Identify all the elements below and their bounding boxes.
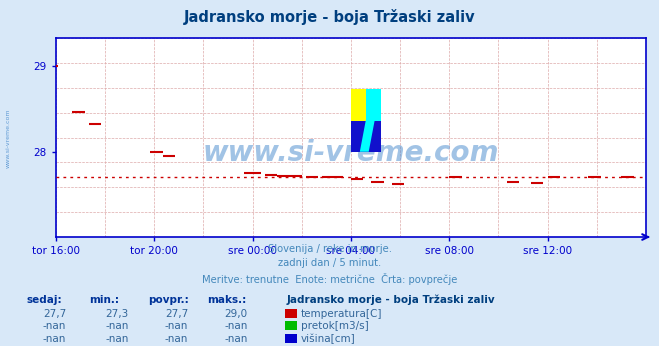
- Text: Jadransko morje - boja Tržaski zaliv: Jadransko morje - boja Tržaski zaliv: [287, 295, 496, 305]
- Text: -nan: -nan: [43, 321, 66, 331]
- Text: -nan: -nan: [224, 321, 247, 331]
- Polygon shape: [360, 90, 381, 152]
- Text: -nan: -nan: [105, 334, 129, 344]
- Text: Jadransko morje - boja Tržaski zaliv: Jadransko morje - boja Tržaski zaliv: [184, 9, 475, 25]
- Text: sedaj:: sedaj:: [26, 295, 62, 305]
- Text: maks.:: maks.:: [208, 295, 247, 305]
- Text: min.:: min.:: [89, 295, 119, 305]
- Text: www.si-vreme.com: www.si-vreme.com: [203, 139, 499, 167]
- Text: pretok[m3/s]: pretok[m3/s]: [301, 321, 369, 331]
- Text: -nan: -nan: [105, 321, 129, 331]
- Text: -nan: -nan: [43, 334, 66, 344]
- Text: 29,0: 29,0: [224, 309, 247, 319]
- Bar: [351, 90, 366, 121]
- Text: zadnji dan / 5 minut.: zadnji dan / 5 minut.: [278, 258, 381, 268]
- Text: www.si-vreme.com: www.si-vreme.com: [5, 109, 11, 168]
- Text: -nan: -nan: [165, 334, 188, 344]
- Text: -nan: -nan: [224, 334, 247, 344]
- Text: temperatura[C]: temperatura[C]: [301, 309, 383, 319]
- Text: 27,3: 27,3: [105, 309, 129, 319]
- Text: 27,7: 27,7: [43, 309, 66, 319]
- Text: -nan: -nan: [165, 321, 188, 331]
- Bar: [351, 121, 381, 152]
- Text: višina[cm]: višina[cm]: [301, 334, 356, 344]
- Text: 27,7: 27,7: [165, 309, 188, 319]
- Bar: [366, 90, 381, 121]
- Text: povpr.:: povpr.:: [148, 295, 189, 305]
- Text: Slovenija / reke in morje.: Slovenija / reke in morje.: [268, 244, 391, 254]
- Text: Meritve: trenutne  Enote: metrične  Črta: povprečje: Meritve: trenutne Enote: metrične Črta: …: [202, 273, 457, 285]
